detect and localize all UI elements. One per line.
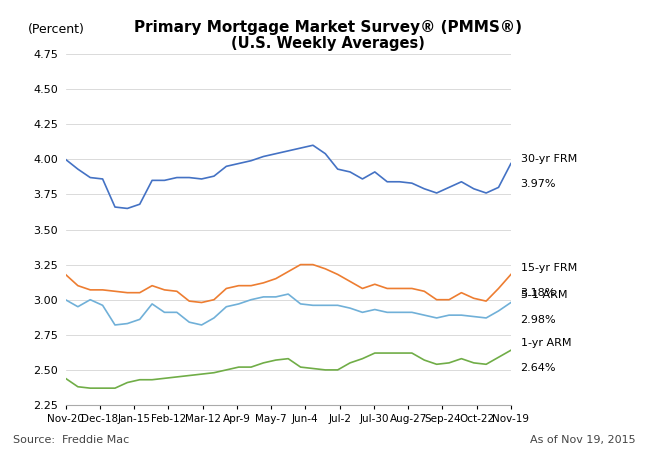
Text: 3.97%: 3.97%	[521, 179, 556, 189]
Text: (Percent): (Percent)	[28, 23, 84, 36]
Text: 3.18%: 3.18%	[521, 288, 556, 298]
Text: Source:  Freddie Mac: Source: Freddie Mac	[13, 435, 129, 445]
Text: As of Nov 19, 2015: As of Nov 19, 2015	[530, 435, 635, 445]
Text: 2.98%: 2.98%	[521, 315, 556, 325]
Text: Primary Mortgage Market Survey® (PMMS®): Primary Mortgage Market Survey® (PMMS®)	[134, 20, 521, 35]
Text: 5-1 ARM: 5-1 ARM	[521, 290, 567, 300]
Text: 2.64%: 2.64%	[521, 363, 556, 373]
Text: 1-yr ARM: 1-yr ARM	[521, 338, 571, 347]
Text: (U.S. Weekly Averages): (U.S. Weekly Averages)	[231, 36, 424, 51]
Text: 15-yr FRM: 15-yr FRM	[521, 263, 577, 273]
Text: 30-yr FRM: 30-yr FRM	[521, 153, 577, 164]
